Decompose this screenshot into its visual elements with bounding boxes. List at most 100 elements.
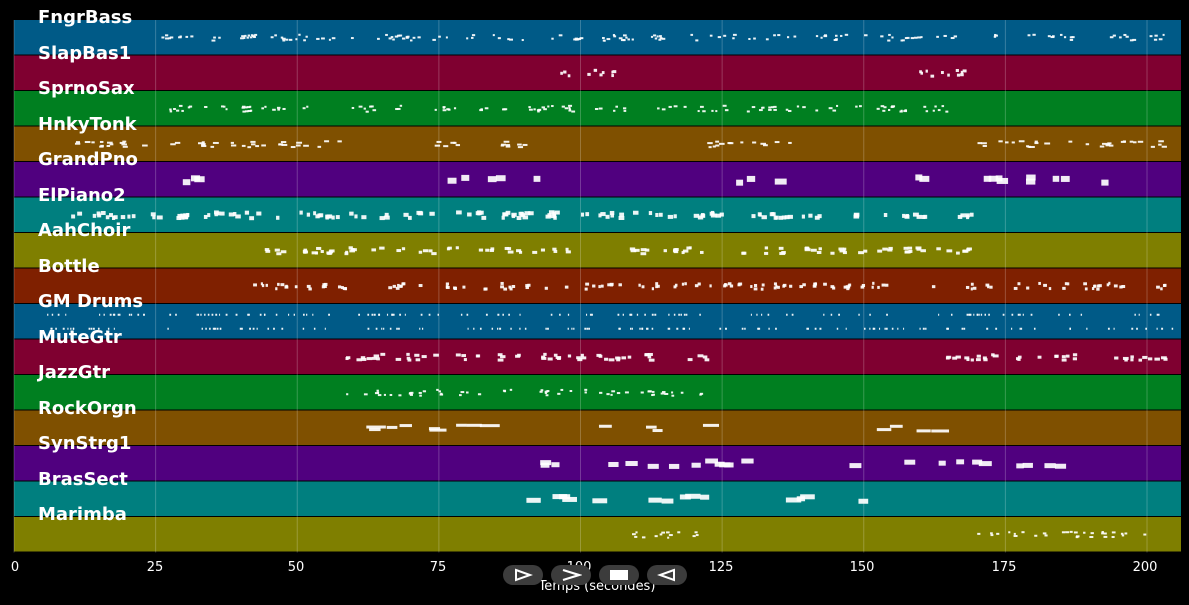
note-mark [197,313,200,316]
note-mark [830,313,833,316]
note-mark [617,356,621,360]
note-mark [658,212,663,217]
note-mark [584,327,587,330]
note-mark [412,36,416,39]
note-mark [453,286,457,290]
note-mark [715,140,720,143]
note-mark [324,140,330,143]
note-mark [789,284,793,288]
track-lane [14,233,1181,268]
note-mark [641,285,645,289]
note-mark [1101,179,1109,186]
note-mark [354,214,358,219]
note-mark [1158,140,1164,143]
note-mark [492,34,495,37]
note-mark [290,146,296,149]
note-mark [624,391,629,394]
note-mark [422,249,429,253]
note-mark [176,109,180,112]
note-mark [323,283,326,287]
note-mark [1034,142,1039,145]
note-mark [785,108,789,111]
note-mark [442,106,446,109]
note-mark [340,286,344,290]
note-mark [683,313,686,316]
note-mark [547,105,550,108]
note-mark [1022,462,1033,468]
note-mark [565,247,569,251]
note-mark [953,35,958,38]
note-mark [922,327,925,330]
note-mark [600,284,604,288]
note-mark [699,105,704,108]
note-mark [217,211,221,216]
note-mark [891,36,894,39]
note-mark [660,392,665,395]
note-mark [247,34,251,37]
note-mark [396,249,402,253]
note-mark [617,313,620,316]
note-mark [587,72,591,76]
note-mark [1016,463,1024,469]
note-mark [507,38,510,41]
rewind-button[interactable] [647,565,687,585]
note-mark [932,109,935,112]
note-mark [277,108,280,111]
note-mark [285,38,289,41]
note-mark [256,211,262,216]
note-mark [564,107,569,110]
note-mark [536,109,541,112]
note-mark [631,327,633,330]
note-mark [244,110,249,113]
play-button[interactable] [503,565,543,585]
note-mark [363,107,366,110]
note-mark [349,211,354,216]
note-mark [982,356,987,360]
note-mark [715,144,720,147]
note-mark [968,313,971,316]
note-mark [946,249,953,253]
note-mark [305,35,308,38]
note-mark [317,145,322,148]
note-mark [328,38,331,41]
note-mark [235,214,241,219]
note-mark [418,250,423,254]
note-mark [673,313,676,316]
note-mark [904,37,908,40]
note-mark [785,497,802,503]
stop-button[interactable] [599,565,639,585]
note-mark [704,358,710,362]
note-mark [1163,357,1168,361]
note-mark [940,71,944,75]
note-mark [750,285,753,289]
note-mark [1156,285,1160,289]
note-mark [212,327,215,330]
track-lane [14,446,1181,481]
note-mark [589,313,592,316]
note-mark [485,248,490,252]
piano-roll [13,20,1181,553]
note-mark [980,142,987,145]
note-mark [218,36,221,39]
note-mark [1103,532,1107,535]
note-mark [509,388,513,391]
note-mark [1018,140,1025,143]
note-mark [207,313,210,316]
note-mark [540,248,546,252]
note-mark [1113,327,1115,330]
note-mark [775,215,779,220]
note-mark [1093,284,1097,288]
track-label: ElPiano2 [38,184,126,206]
note-mark [801,214,805,219]
note-mark [591,313,593,316]
x-tick-label: 125 [708,560,734,575]
forward-button[interactable] [551,565,591,585]
note-mark [384,212,389,217]
note-mark [647,352,653,356]
note-mark [337,140,342,143]
note-mark [367,327,370,330]
note-mark [938,313,940,316]
note-mark [240,37,244,40]
note-mark [787,214,793,219]
note-mark [1054,463,1067,469]
